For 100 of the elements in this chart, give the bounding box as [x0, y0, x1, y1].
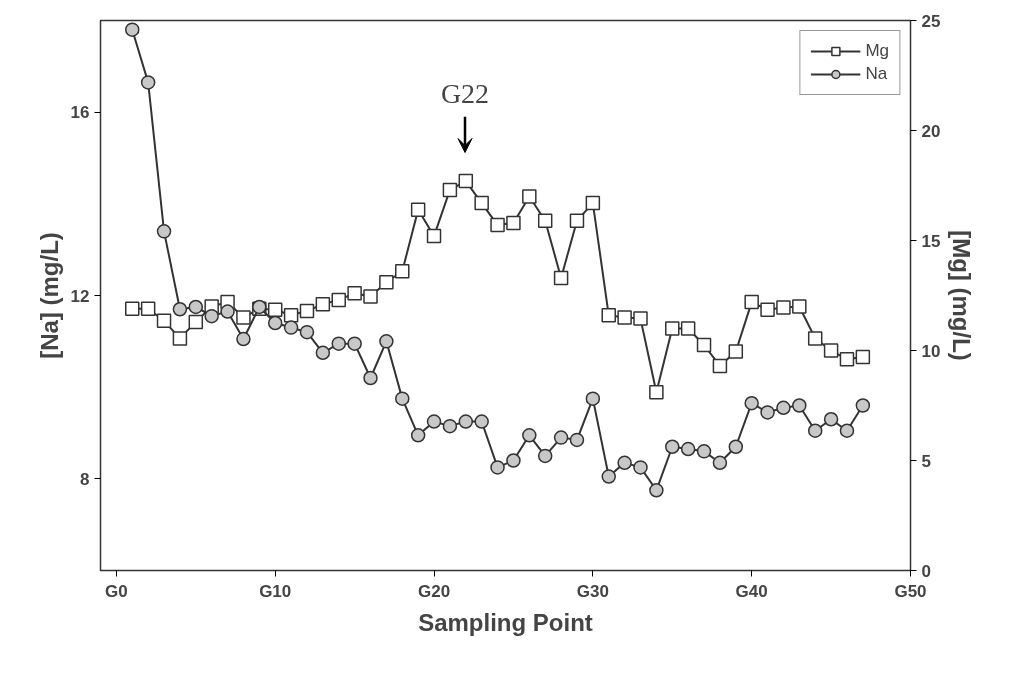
- point: [172, 302, 188, 317]
- point: [776, 400, 791, 416]
- y2-tick-label: 10: [921, 341, 941, 361]
- point: [125, 301, 140, 316]
- point: [665, 321, 680, 336]
- y2-axis-title: [Mg] (mg/L): [948, 230, 976, 361]
- point: [506, 453, 521, 468]
- point: [363, 289, 378, 304]
- y2-tick-label: 0: [921, 561, 931, 581]
- point: [569, 213, 585, 228]
- point: [744, 395, 759, 411]
- point: [537, 448, 553, 464]
- point: [426, 414, 442, 429]
- point: [553, 430, 569, 445]
- point: [442, 418, 458, 434]
- point: [680, 441, 696, 457]
- point: [379, 334, 394, 349]
- point: [760, 405, 775, 420]
- point: [299, 324, 315, 340]
- point: [649, 385, 664, 400]
- y-tick-label: 12: [70, 286, 90, 306]
- point: [490, 217, 505, 233]
- point: [522, 428, 537, 443]
- point: [792, 299, 807, 314]
- point: [172, 331, 188, 346]
- point: [839, 423, 855, 438]
- annotation: G22: [440, 77, 490, 109]
- point: [379, 275, 394, 290]
- point: [839, 352, 855, 367]
- point: [156, 224, 172, 239]
- point: [458, 414, 474, 429]
- y2-tick-label: 20: [921, 121, 941, 141]
- x-tick-label: G50: [894, 581, 927, 601]
- x-axis-title: Sampling Point: [418, 608, 593, 636]
- point: [712, 455, 728, 471]
- point: [649, 483, 664, 498]
- point: [696, 444, 712, 459]
- point: [855, 349, 871, 365]
- point: [807, 423, 823, 438]
- point: [792, 398, 807, 413]
- point: [633, 460, 648, 475]
- point: [617, 455, 632, 471]
- legend-label: Mg: [865, 41, 889, 61]
- point: [680, 321, 696, 336]
- point: [220, 304, 235, 319]
- point: [204, 308, 219, 324]
- point: [744, 294, 759, 310]
- x-tick-label: G30: [576, 581, 609, 601]
- y2-tick-label: 5: [921, 451, 931, 471]
- point: [410, 202, 426, 217]
- point: [347, 286, 362, 301]
- point: [331, 292, 346, 308]
- y2-tick-label: 15: [921, 231, 941, 251]
- point: [617, 310, 632, 325]
- point: [712, 358, 728, 374]
- x-tick-label: G20: [417, 581, 451, 601]
- point: [188, 314, 204, 330]
- point: [156, 313, 172, 329]
- point: [283, 320, 299, 335]
- x-tick-label: G10: [259, 581, 292, 601]
- y-axis-title: [Na] (mg/L): [35, 232, 63, 359]
- point: [315, 345, 331, 361]
- point: [490, 460, 505, 475]
- point: [522, 189, 537, 204]
- point: [125, 22, 140, 37]
- point: [728, 439, 744, 454]
- point: [776, 300, 791, 315]
- point: [823, 412, 839, 427]
- point: [267, 302, 283, 318]
- point: [553, 270, 569, 286]
- point: [474, 414, 489, 429]
- point: [140, 75, 156, 90]
- legend-label: Na: [865, 64, 888, 84]
- point: [728, 344, 744, 359]
- x-tick-label: G40: [735, 581, 768, 601]
- point: [267, 315, 283, 331]
- point: [601, 469, 616, 484]
- y-tick-label: 16: [70, 103, 90, 123]
- point: [188, 299, 204, 315]
- y2-tick-label: 25: [921, 11, 941, 31]
- point: [442, 182, 458, 198]
- point: [537, 213, 553, 228]
- point: [299, 303, 315, 319]
- point: [395, 391, 410, 406]
- point: [236, 310, 251, 325]
- point: [236, 331, 251, 347]
- point: [506, 215, 521, 231]
- point: [395, 264, 410, 279]
- point: [410, 428, 426, 443]
- point: [363, 370, 378, 386]
- point: [474, 195, 489, 211]
- point: [823, 343, 839, 358]
- point: [426, 228, 442, 244]
- point: [633, 311, 648, 326]
- point: [331, 336, 346, 351]
- point: [665, 439, 680, 454]
- point: [315, 297, 331, 312]
- point: [458, 173, 474, 189]
- point: [569, 432, 585, 448]
- x-tick-label: G0: [105, 581, 128, 601]
